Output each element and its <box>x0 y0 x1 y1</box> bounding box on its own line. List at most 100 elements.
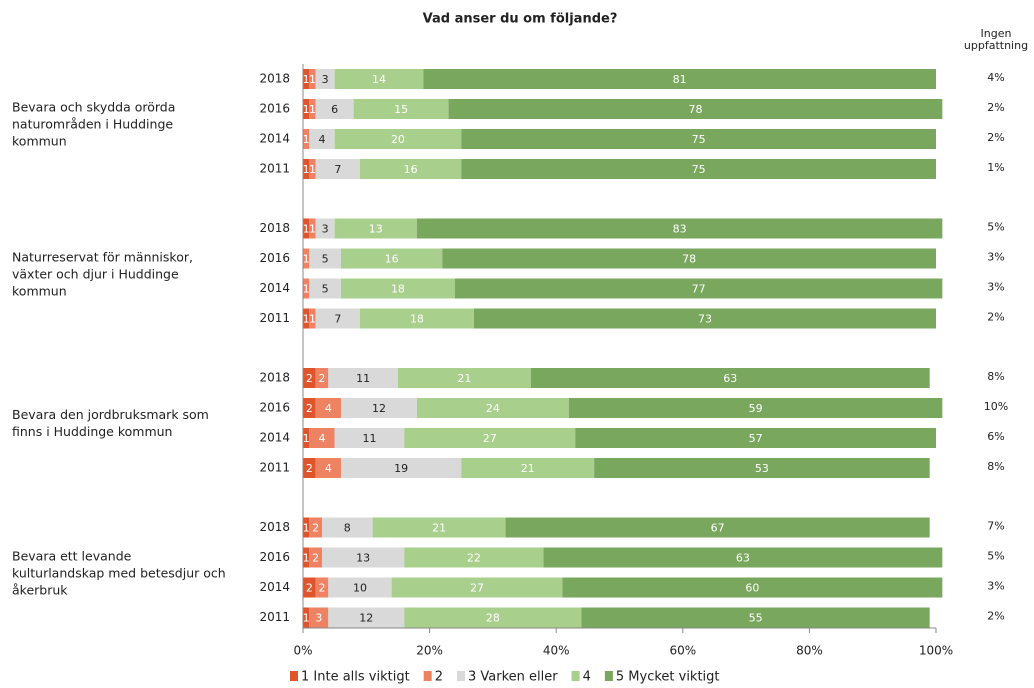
year-label: 2016 <box>259 401 290 415</box>
bar-segment <box>309 607 329 628</box>
segment-label: 53 <box>755 462 769 475</box>
bar-segment <box>404 607 582 628</box>
no-opinion-label: 5% <box>987 221 1004 234</box>
bar-segment <box>315 458 341 478</box>
no-opinion-label: 2% <box>987 610 1004 623</box>
legend-label: 1 Inte alls viktigt <box>301 670 410 685</box>
no-opinion-label: 2% <box>987 311 1004 324</box>
segment-label: 1 <box>303 313 310 326</box>
bar-segment <box>340 278 455 299</box>
legend-label: 4 <box>583 670 591 685</box>
segment-label: 10 <box>353 582 367 595</box>
no-opinion-label: 8% <box>987 370 1004 383</box>
segment-label: 4 <box>325 462 332 475</box>
group-label: Naturreservat för människor, växter och … <box>12 249 193 298</box>
year-label: 2014 <box>259 431 290 445</box>
segment-label: 21 <box>432 522 446 535</box>
bar-segment <box>303 577 316 598</box>
year-label: 2018 <box>259 371 290 385</box>
x-tick-label: 0% <box>293 644 312 658</box>
segment-label: 1 <box>303 73 310 86</box>
year-label: 2016 <box>259 102 290 116</box>
legend-label: 2 <box>435 670 443 685</box>
group-label: Bevara och skydda orörda naturområden i … <box>12 99 176 149</box>
year-label: 2011 <box>259 610 290 624</box>
segment-label: 1 <box>303 163 310 176</box>
segment-label: 2 <box>306 402 313 415</box>
legend-swatch <box>456 671 465 681</box>
no-opinion-label: 3% <box>987 251 1004 264</box>
x-tick-label: 80% <box>796 644 823 658</box>
bar-segment <box>404 547 544 568</box>
bar-segment <box>303 398 316 418</box>
group-label: Bevara den jordbruksmark som finns i Hud… <box>12 407 209 439</box>
segment-label: 14 <box>372 73 386 86</box>
segment-label: 1 <box>303 223 310 236</box>
segment-label: 19 <box>394 462 408 475</box>
bar-segment <box>315 218 335 239</box>
bar-segment <box>303 547 310 568</box>
bar-segment <box>568 398 943 418</box>
year-label: 2018 <box>259 221 290 235</box>
x-tick-label: 60% <box>669 644 696 658</box>
no-opinion-label: 3% <box>987 580 1004 593</box>
bar-segment <box>359 308 474 329</box>
bar-segment <box>461 159 936 179</box>
segment-label: 1 <box>309 163 316 176</box>
segment-label: 2 <box>312 552 319 565</box>
segment-label: 83 <box>673 223 687 236</box>
segment-label: 4 <box>318 432 325 445</box>
bar-segment <box>581 607 930 628</box>
legend-swatch <box>604 671 613 681</box>
bar-segment <box>442 248 936 269</box>
no-opinion-label: 2% <box>987 131 1004 144</box>
bar-segment <box>303 368 316 388</box>
year-label: 2016 <box>259 251 290 265</box>
legend-label: 3 Varken eller <box>468 670 558 685</box>
year-label: 2014 <box>259 580 290 594</box>
segment-label: 1 <box>309 223 316 236</box>
segment-label: 28 <box>486 612 500 625</box>
bar-segment <box>303 428 310 448</box>
segment-label: 3 <box>322 73 329 86</box>
bar-segment <box>334 428 405 448</box>
segment-label: 63 <box>723 372 737 385</box>
segment-label: 73 <box>698 313 712 326</box>
bar-segment <box>359 159 462 179</box>
x-tick-label: 20% <box>416 644 443 658</box>
bar-segment <box>530 368 930 388</box>
segment-label: 12 <box>359 612 373 625</box>
segment-label: 3 <box>322 223 329 236</box>
segment-label: 18 <box>410 313 424 326</box>
bar-segment <box>315 398 341 418</box>
segment-label: 1 <box>309 103 316 116</box>
segment-label: 22 <box>467 552 481 565</box>
bar-segment <box>340 458 462 478</box>
bar-segment <box>448 99 943 119</box>
segment-label: 13 <box>356 552 370 565</box>
segment-label: 1 <box>303 522 310 535</box>
bar-segment <box>315 308 360 329</box>
bar-segment <box>340 398 417 418</box>
bar-segment <box>423 69 936 89</box>
x-tick-label: 40% <box>543 644 570 658</box>
bar-segment <box>334 218 417 239</box>
bar-segment <box>309 159 316 179</box>
bar-segment <box>303 69 310 89</box>
bar-segment <box>372 517 506 538</box>
year-label: 2018 <box>259 72 290 86</box>
no-opinion-label: 3% <box>987 281 1004 294</box>
segment-label: 1 <box>303 283 310 296</box>
segment-label: 12 <box>372 402 386 415</box>
bar-segment <box>334 129 462 149</box>
segment-label: 15 <box>394 103 408 116</box>
bar-segment <box>309 547 322 568</box>
segment-label: 78 <box>688 103 702 116</box>
bar-segment <box>594 458 930 478</box>
no-opinion-label: 4% <box>987 71 1004 84</box>
no-opinion-label: 2% <box>987 101 1004 114</box>
bar-segment <box>303 99 310 119</box>
year-label: 2014 <box>259 281 290 295</box>
segment-label: 27 <box>470 582 484 595</box>
bar-segment <box>416 218 943 239</box>
